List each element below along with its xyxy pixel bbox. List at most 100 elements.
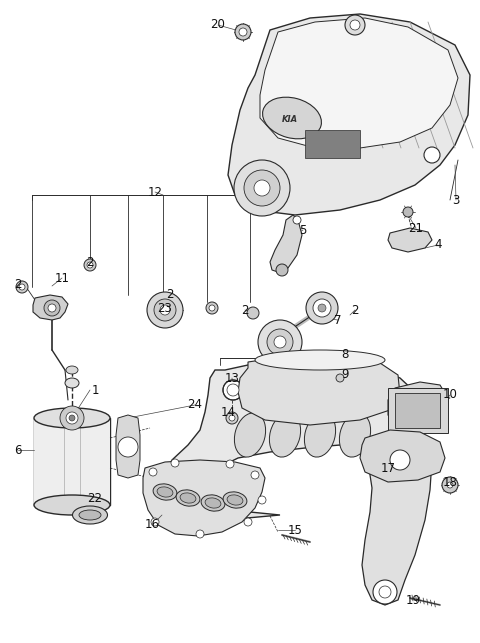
Text: 10: 10 xyxy=(443,388,457,401)
Bar xyxy=(388,388,448,433)
Text: 9: 9 xyxy=(341,368,349,381)
Bar xyxy=(34,418,110,505)
Text: 23: 23 xyxy=(157,302,172,314)
Bar xyxy=(305,130,360,158)
Polygon shape xyxy=(388,382,448,432)
Ellipse shape xyxy=(263,97,322,139)
Circle shape xyxy=(306,292,338,324)
Text: KIA: KIA xyxy=(282,116,298,125)
Polygon shape xyxy=(362,432,432,605)
Circle shape xyxy=(227,384,239,396)
Circle shape xyxy=(424,147,440,163)
Polygon shape xyxy=(360,430,445,482)
Text: 18: 18 xyxy=(443,476,457,489)
Circle shape xyxy=(379,586,391,598)
Ellipse shape xyxy=(66,366,78,374)
Text: 5: 5 xyxy=(300,224,307,237)
Ellipse shape xyxy=(72,506,108,524)
Circle shape xyxy=(254,180,270,196)
Circle shape xyxy=(151,518,159,526)
Circle shape xyxy=(403,207,413,217)
Circle shape xyxy=(60,406,84,430)
Circle shape xyxy=(160,305,170,315)
Text: 1: 1 xyxy=(91,383,99,397)
Circle shape xyxy=(149,468,157,476)
Circle shape xyxy=(66,412,78,424)
Polygon shape xyxy=(143,460,265,536)
Ellipse shape xyxy=(176,490,200,506)
Circle shape xyxy=(244,518,252,526)
Circle shape xyxy=(258,496,266,504)
Circle shape xyxy=(373,580,397,604)
Circle shape xyxy=(251,471,259,479)
Text: 20: 20 xyxy=(211,19,226,32)
Text: 11: 11 xyxy=(55,271,70,284)
Text: 2: 2 xyxy=(14,278,22,291)
Text: 21: 21 xyxy=(408,221,423,235)
Text: 7: 7 xyxy=(334,314,342,327)
Circle shape xyxy=(276,264,288,276)
Circle shape xyxy=(336,374,344,382)
Text: 15: 15 xyxy=(288,523,302,536)
Ellipse shape xyxy=(34,495,110,515)
Text: 4: 4 xyxy=(434,239,442,251)
Circle shape xyxy=(87,262,93,268)
Text: 17: 17 xyxy=(381,462,396,475)
Polygon shape xyxy=(270,215,302,272)
Ellipse shape xyxy=(304,413,336,457)
Ellipse shape xyxy=(65,378,79,388)
Circle shape xyxy=(48,304,56,312)
Ellipse shape xyxy=(227,495,243,505)
Polygon shape xyxy=(116,415,140,478)
Ellipse shape xyxy=(223,492,247,508)
Text: 24: 24 xyxy=(188,399,203,412)
Text: 2: 2 xyxy=(351,303,359,316)
Polygon shape xyxy=(228,14,470,215)
Circle shape xyxy=(258,320,302,364)
Text: 13: 13 xyxy=(225,372,240,385)
Circle shape xyxy=(267,329,293,355)
Circle shape xyxy=(247,307,259,319)
Text: 2: 2 xyxy=(86,255,94,269)
Circle shape xyxy=(293,216,301,224)
Circle shape xyxy=(244,170,280,206)
Circle shape xyxy=(69,415,75,421)
Circle shape xyxy=(234,160,290,216)
Polygon shape xyxy=(260,18,458,148)
Text: 2: 2 xyxy=(166,289,174,302)
Text: 2: 2 xyxy=(241,303,249,316)
Polygon shape xyxy=(33,295,68,320)
Circle shape xyxy=(223,380,243,400)
Ellipse shape xyxy=(234,413,265,457)
Circle shape xyxy=(226,412,238,424)
Polygon shape xyxy=(238,355,400,425)
Circle shape xyxy=(350,20,360,30)
Circle shape xyxy=(154,299,176,321)
Circle shape xyxy=(235,24,251,40)
Circle shape xyxy=(206,302,218,314)
Text: 19: 19 xyxy=(406,593,420,606)
Polygon shape xyxy=(162,362,418,520)
Circle shape xyxy=(209,305,215,311)
Ellipse shape xyxy=(79,510,101,520)
Circle shape xyxy=(44,300,60,316)
Text: 6: 6 xyxy=(14,444,22,457)
Ellipse shape xyxy=(153,484,177,500)
Text: 12: 12 xyxy=(147,185,163,199)
Circle shape xyxy=(345,15,365,35)
Circle shape xyxy=(171,459,179,467)
Circle shape xyxy=(274,336,286,348)
Circle shape xyxy=(318,304,326,312)
Text: 8: 8 xyxy=(341,349,348,361)
Bar xyxy=(395,393,440,428)
Text: 16: 16 xyxy=(144,518,159,532)
Circle shape xyxy=(229,415,235,421)
Ellipse shape xyxy=(269,413,300,457)
Circle shape xyxy=(196,530,204,538)
Circle shape xyxy=(447,482,453,488)
Polygon shape xyxy=(388,228,432,252)
Ellipse shape xyxy=(180,493,196,503)
Ellipse shape xyxy=(255,350,385,370)
Text: 3: 3 xyxy=(452,194,460,206)
Circle shape xyxy=(390,450,410,470)
